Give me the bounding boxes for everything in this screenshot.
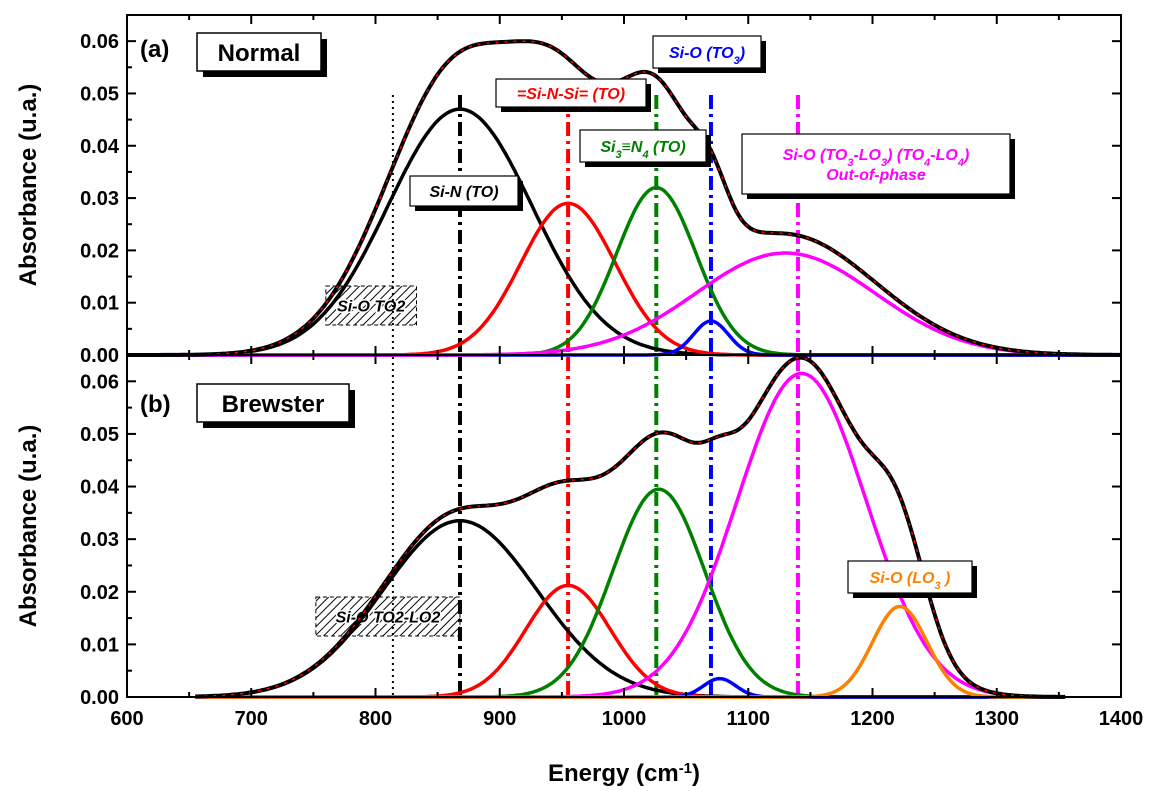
x-tick-label: 1300 (975, 708, 1020, 730)
annotation-box (652, 35, 762, 69)
panel-box (196, 383, 350, 423)
y-axis-label: Absorbance (u.a.) (15, 425, 42, 628)
y-tick-label: 0.05 (80, 424, 119, 446)
y-tick-label: 0.05 (80, 83, 119, 105)
y-tick-label: 0.06 (80, 31, 119, 53)
y-tick-label: 0.01 (80, 634, 119, 656)
annotation-text: Si-O (LO3 ) (870, 570, 951, 592)
x-axis-label: Energy (cm-1) (548, 760, 700, 788)
y-axis-label: Absorbance (u.a.) (15, 84, 42, 287)
region-label: Si-O TO2 (337, 299, 405, 316)
y-tick-label: 0.06 (80, 371, 119, 393)
x-tick-label: 600 (110, 708, 143, 730)
annotation-text: Si-O (TO3) (669, 45, 745, 67)
region-label: Si-O TO2-LO2 (336, 610, 441, 627)
x-tick-label: 1200 (850, 708, 895, 730)
y-tick-label: 0.03 (80, 529, 119, 551)
annotation-text: Si3≡N4 (TO) (600, 139, 685, 161)
panel-label: (b) (140, 391, 171, 418)
panel-box (196, 32, 322, 72)
annotation-text: Out-of-phase (826, 167, 926, 184)
y-tick-label: 0.02 (80, 582, 119, 604)
annotation-box (847, 560, 973, 594)
y-tick-label: 0.00 (80, 345, 119, 367)
annotation-text: Si-N (TO) (429, 184, 498, 201)
x-tick-label: 1400 (1099, 708, 1144, 730)
annotation-box (741, 133, 1011, 195)
region-hatch-box (315, 596, 461, 637)
x-tick-label: 800 (359, 708, 392, 730)
annotation-box (495, 78, 647, 108)
panel-title: Brewster (222, 391, 325, 418)
annotation-text: Si-O (TO3-LO3) (TO4-LO4) (783, 147, 970, 169)
y-tick-label: 0.03 (80, 188, 119, 210)
annotation-box (409, 175, 519, 207)
y-tick-label: 0.04 (80, 477, 120, 499)
x-tick-label: 1000 (602, 708, 647, 730)
panel-label: (a) (140, 36, 169, 63)
y-tick-label: 0.04 (80, 136, 120, 158)
component-curve (127, 201, 1121, 357)
y-tick-label: 0.02 (80, 240, 119, 262)
component-curve (127, 185, 1121, 357)
annotation-box (579, 129, 707, 163)
x-tick-label: 1100 (727, 708, 770, 730)
annotation-text: =Si-N-Si= (TO) (517, 86, 625, 103)
x-tick-label: 900 (483, 708, 516, 730)
y-tick-label: 0.00 (80, 687, 119, 709)
x-tick-label: 700 (235, 708, 268, 730)
panel-title: Normal (218, 40, 301, 67)
y-tick-label: 0.01 (80, 293, 119, 315)
